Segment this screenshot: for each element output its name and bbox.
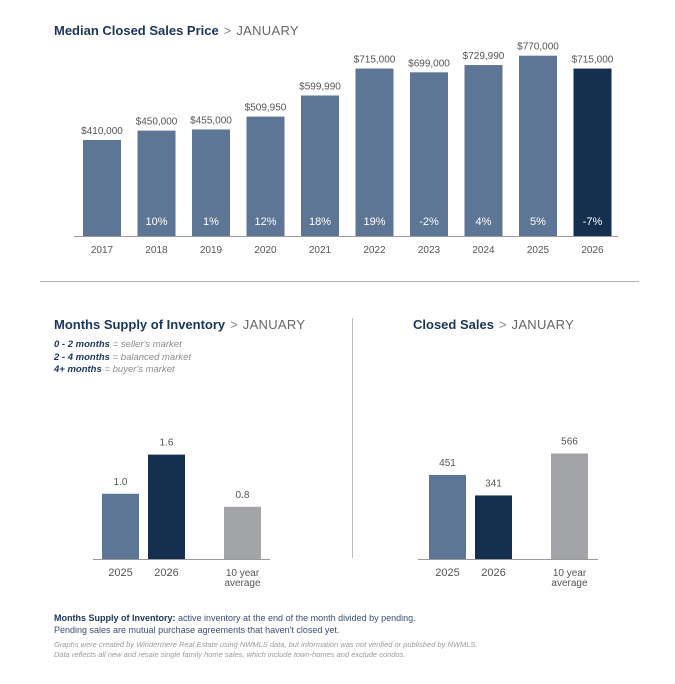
bar-2017: [83, 139, 121, 236]
pct-change-label-2025: 5%: [530, 216, 546, 228]
legend-desc: buyer's market: [112, 364, 175, 375]
title-separator: >: [230, 317, 238, 332]
pct-change-label-2020: 12%: [254, 216, 276, 228]
bar-2020: [246, 116, 285, 236]
months-supply-bar-0: [102, 493, 139, 559]
value-label-2019: $455,000: [190, 115, 232, 126]
value-label-2024: $729,990: [463, 51, 505, 62]
footnote-line-1: Months Supply of Inventory: active inven…: [54, 613, 416, 625]
pct-change-label-2026: -7%: [583, 216, 603, 228]
closed-sales-value-label-2: 566: [561, 437, 578, 448]
months-supply-x-tick-label-0-0: 2025: [108, 567, 132, 579]
legend-desc: seller's market: [120, 339, 182, 350]
x-tick-label-2019: 2019: [200, 245, 223, 256]
x-tick-label-2025: 2025: [527, 245, 550, 256]
x-tick-label-2021: 2021: [309, 245, 332, 256]
closed-sales-value-label-0: 451: [439, 458, 456, 469]
market-legend: 0 - 2 months = seller's market 2 - 4 mon…: [54, 339, 191, 377]
legend-desc: balanced market: [120, 351, 192, 363]
footnote: Months Supply of Inventory: active inven…: [54, 613, 416, 636]
median-price-title: Median Closed Sales Price > JANUARY: [54, 23, 299, 38]
bar-2021: [301, 95, 339, 237]
title-separator: >: [223, 23, 232, 38]
pct-change-label-2023: -2%: [419, 216, 439, 228]
section-divider-horizontal: [40, 281, 639, 282]
months-supply-bar-2: [224, 506, 261, 559]
months-supply-value-label-0: 1.0: [114, 477, 128, 488]
value-label-2021: $599,990: [299, 81, 341, 92]
value-label-2025: $770,000: [517, 42, 559, 53]
value-label-2017: $410,000: [81, 126, 123, 137]
closed-sales-value-label-1: 341: [485, 478, 502, 489]
closed-sales-bar-1: [475, 495, 512, 559]
legend-range: 2 - 4 months: [54, 351, 110, 363]
legend-eq: =: [104, 364, 110, 375]
months-supply-bar-1: [148, 454, 185, 559]
months-supply-x-tick-label-2-1: average: [224, 578, 261, 589]
pct-change-label-2021: 18%: [309, 216, 331, 228]
title-separator: >: [498, 317, 507, 332]
x-tick-label-2024: 2024: [472, 245, 495, 256]
months-supply-value-label-2: 0.8: [236, 490, 250, 501]
closed-sales-x-tick-label-0-0: 2025: [435, 567, 459, 579]
credits: Graphs were created by Windermere Real E…: [54, 640, 477, 660]
legend-item-buyers: 4+ months = buyer's market: [54, 364, 191, 377]
pct-change-label-2018: 10%: [145, 216, 167, 228]
months-supply-x-tick-label-1-0: 2026: [154, 567, 178, 579]
footnote-term: Months Supply of Inventory:: [54, 613, 176, 623]
pct-change-label-2019: 1%: [203, 216, 219, 228]
closed-sales-x-tick-label-1-0: 2026: [481, 567, 505, 579]
credits-line-2: Data reflects all new and resale single …: [54, 650, 406, 659]
bar-2019: [192, 129, 230, 236]
x-tick-label-2022: 2022: [363, 245, 386, 256]
closed-sales-title: Closed Sales > JANUARY: [413, 317, 574, 332]
months-supply-title-text: Months Supply of Inventory: [54, 317, 226, 332]
legend-eq: =: [112, 351, 119, 363]
credits-line-1: Graphs were created by Windermere Real E…: [54, 640, 478, 649]
value-label-2022: $715,000: [354, 55, 396, 66]
median-price-title-text: Median Closed Sales Price: [54, 23, 219, 38]
months-supply-x-tick-label-2-0: 10 year: [226, 568, 260, 579]
bar-2022: [355, 68, 394, 236]
pct-change-label-2022: 19%: [363, 216, 385, 228]
footnote-line-2: Pending sales are mutual purchase agreem…: [54, 624, 340, 635]
legend-eq: =: [112, 339, 119, 350]
legend-range: 4+ months: [54, 364, 102, 375]
bar-2018: [137, 130, 176, 236]
x-tick-label-2026: 2026: [581, 245, 604, 256]
bar-2025: [519, 55, 557, 236]
legend-item-balanced: 2 - 4 months = balanced market: [54, 352, 191, 365]
value-label-2023: $699,000: [408, 58, 450, 69]
value-label-2020: $509,950: [245, 103, 287, 114]
legend-range: 0 - 2 months: [54, 339, 110, 350]
median-price-month: JANUARY: [236, 23, 299, 38]
x-tick-label-2018: 2018: [145, 245, 168, 256]
value-label-2026: $715,000: [572, 55, 614, 66]
months-supply-month: JANUARY: [242, 317, 306, 332]
x-tick-label-2017: 2017: [91, 245, 114, 256]
closed-sales-x-tick-label-2-0: 10 year: [553, 568, 587, 579]
legend-item-sellers: 0 - 2 months = seller's market: [54, 339, 191, 352]
bar-2024: [464, 65, 503, 236]
section-divider-vertical: [352, 318, 353, 558]
bar-2023: [410, 72, 448, 237]
footnote-definition: active inventory at the end of the month…: [175, 613, 416, 623]
pct-change-label-2024: 4%: [476, 216, 492, 228]
x-tick-label-2023: 2023: [418, 245, 441, 256]
closed-sales-x-tick-label-2-1: average: [551, 578, 588, 589]
value-label-2018: $450,000: [136, 117, 178, 128]
months-supply-value-label-1: 1.6: [160, 438, 174, 449]
bar-2026: [573, 68, 612, 236]
closed-sales-month: JANUARY: [511, 317, 575, 332]
closed-sales-bar-0: [429, 474, 466, 559]
closed-sales-bar-2: [551, 453, 588, 559]
months-supply-title: Months Supply of Inventory > JANUARY: [54, 317, 305, 332]
closed-sales-title-text: Closed Sales: [413, 317, 494, 332]
x-tick-label-2020: 2020: [254, 245, 277, 256]
